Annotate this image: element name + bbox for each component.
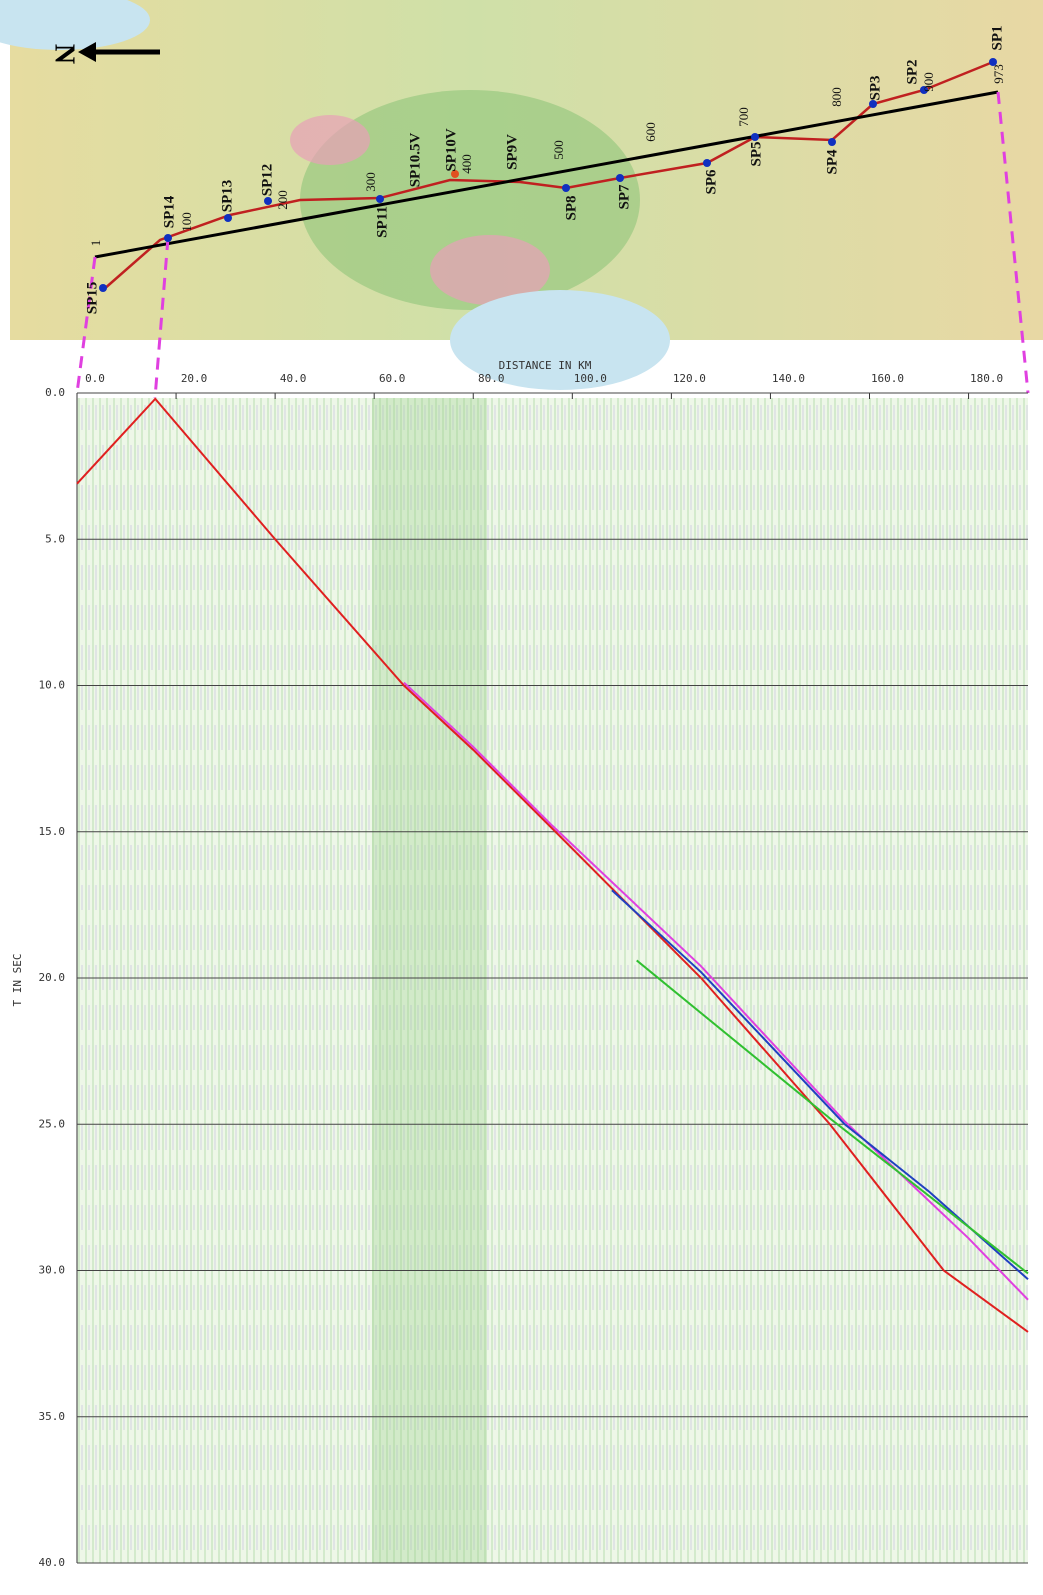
shot-point-label: SP15 <box>84 282 100 315</box>
shot-point <box>751 133 759 141</box>
y-tick-label: 20.0 <box>39 971 66 984</box>
shot-point-label: SP9V <box>504 134 520 170</box>
shot-point-label: SP6 <box>703 169 719 195</box>
station-label: 800 <box>829 87 844 107</box>
shot-point <box>828 138 836 146</box>
station-label: 600 <box>643 122 658 142</box>
x-tick-label: 140.0 <box>772 372 805 385</box>
y-tick-label: 5.0 <box>45 532 65 545</box>
y-tick-label: 15.0 <box>39 825 66 838</box>
x-tick-label: 180.0 <box>970 372 1003 385</box>
shot-point <box>376 195 384 203</box>
shot-point-label: SP3 <box>867 75 883 100</box>
shot-point-label: SP13 <box>219 180 235 213</box>
record-section <box>77 398 1028 1563</box>
y-tick-label: 30.0 <box>39 1264 66 1277</box>
shot-point <box>224 214 232 222</box>
shot-point <box>264 197 272 205</box>
y-tick-label: 25.0 <box>39 1117 66 1130</box>
shot-point-label: SP8 <box>563 195 579 220</box>
y-tick-label: 40.0 <box>39 1556 66 1569</box>
station-label: 1 <box>88 240 103 247</box>
x-tick-label: 20.0 <box>181 372 208 385</box>
station-label: 700 <box>736 107 751 127</box>
y-tick-label: 0.0 <box>45 386 65 399</box>
shot-point-label: SP10.5V <box>407 133 423 188</box>
station-label: 400 <box>459 154 474 174</box>
shot-point-label: SP1 <box>989 25 1005 50</box>
station-label: 100 <box>179 212 194 232</box>
x-tick-label: 160.0 <box>871 372 904 385</box>
shot-point <box>562 184 570 192</box>
shot-point-label: SP10V <box>443 128 459 172</box>
shot-point <box>703 159 711 167</box>
shot-point-label: SP5 <box>748 141 764 166</box>
x-tick-label: 60.0 <box>379 372 406 385</box>
x-tick-label: 0.0 <box>85 372 105 385</box>
shot-point-label: SP11 <box>374 206 390 238</box>
shot-point-label: SP4 <box>824 149 840 175</box>
shot-point-label: SP14 <box>161 195 177 228</box>
x-tick-label: 40.0 <box>280 372 307 385</box>
map-city <box>290 115 370 165</box>
station-label: 200 <box>275 190 290 210</box>
shot-point <box>616 174 624 182</box>
x-axis-label: DISTANCE IN KM <box>499 359 592 372</box>
shot-point-label: SP2 <box>904 59 920 84</box>
shot-point <box>164 234 172 242</box>
north-label: N <box>49 44 80 64</box>
x-tick-label: 120.0 <box>673 372 706 385</box>
x-tick-label: 100.0 <box>574 372 607 385</box>
page: {"map": {"north_label": "N", "shot_point… <box>0 0 1043 1590</box>
y-tick-label: 35.0 <box>39 1410 66 1423</box>
record-noise-band <box>372 398 487 1563</box>
station-label: 500 <box>551 140 566 160</box>
figure: N DISTANCE IN KM T IN SEC SP1 SP2 SP3 SP4 SP… <box>0 0 1043 1590</box>
shot-point-label: SP7 <box>616 184 632 210</box>
x-tick-label: 80.0 <box>478 372 505 385</box>
y-axis-label: T IN SEC <box>11 954 24 1007</box>
shot-point-label: SP12 <box>259 164 275 197</box>
station-label: 900 <box>921 72 936 92</box>
station-label: 973 <box>991 64 1006 84</box>
station-label: 300 <box>363 172 378 192</box>
y-tick-label: 10.0 <box>39 679 66 692</box>
